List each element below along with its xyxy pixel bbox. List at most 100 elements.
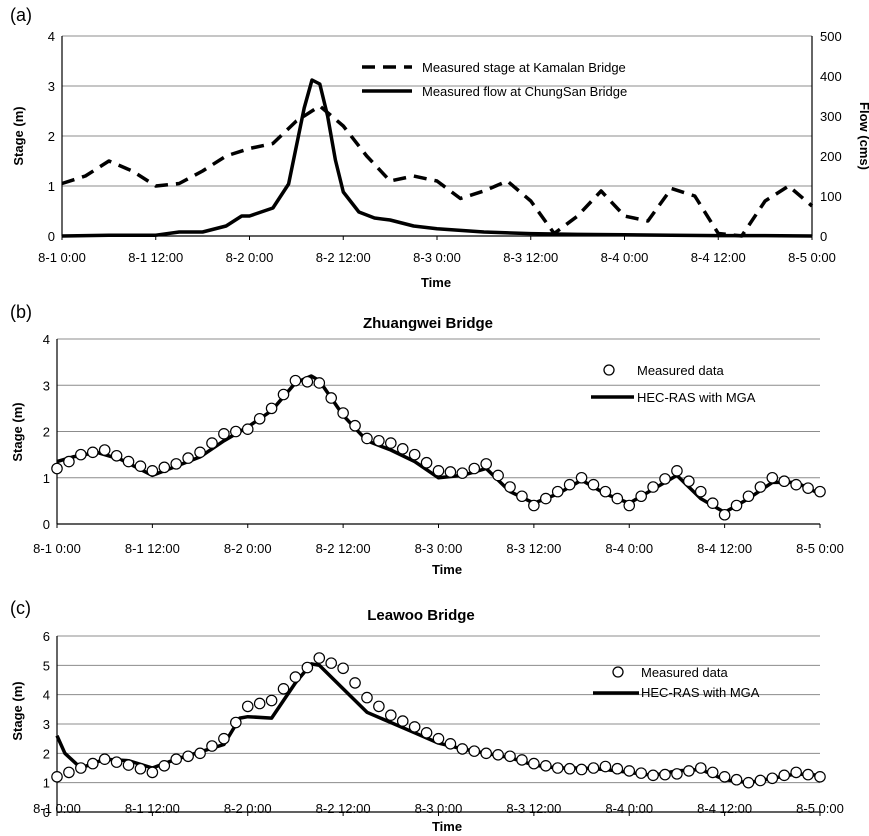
legend-label-measured: Measured data bbox=[641, 665, 728, 680]
y-tick-label: 1 bbox=[48, 179, 55, 194]
x-tick-label: 8-2 0:00 bbox=[226, 250, 274, 265]
y-tick-label: 2 bbox=[43, 746, 50, 761]
data-point bbox=[539, 492, 552, 505]
legend-label-hecras: HEC-RAS with MGA bbox=[637, 390, 756, 405]
panel-c-axes bbox=[56, 636, 821, 816]
x-tick-label: 8-3 0:00 bbox=[415, 541, 463, 556]
data-point bbox=[206, 740, 218, 752]
series-line bbox=[61, 78, 813, 238]
data-point bbox=[396, 715, 409, 727]
panel-c-series bbox=[51, 652, 826, 789]
data-point bbox=[110, 756, 123, 768]
data-point bbox=[444, 737, 457, 750]
legend-label-flow: Measured flow at ChungSan Bridge bbox=[422, 84, 627, 99]
panel-b-title: Zhuangwei Bridge bbox=[363, 315, 493, 332]
y-tick-label: 0 bbox=[43, 517, 50, 532]
data-point bbox=[51, 462, 63, 475]
data-point bbox=[63, 455, 75, 468]
x-tick-label: 8-4 0:00 bbox=[605, 801, 653, 816]
panel-a-y-axis-title: Stage (m) bbox=[11, 106, 26, 165]
data-point bbox=[194, 446, 206, 459]
x-tick-label: 8-5 0:00 bbox=[796, 541, 844, 556]
data-point bbox=[432, 465, 445, 477]
data-point bbox=[420, 726, 433, 739]
data-point bbox=[122, 455, 135, 468]
legend-swatch-circle bbox=[603, 364, 615, 376]
data-point bbox=[683, 765, 695, 777]
data-point bbox=[718, 508, 731, 521]
x-tick-label: 8-2 0:00 bbox=[224, 541, 272, 556]
x-tick-label: 8-1 12:00 bbox=[125, 801, 180, 816]
y-tick-label: 2 bbox=[48, 129, 55, 144]
data-point bbox=[599, 485, 612, 498]
data-point bbox=[504, 481, 516, 493]
panel-label-b: (b) bbox=[10, 302, 32, 322]
data-point bbox=[802, 768, 814, 781]
data-point bbox=[396, 443, 409, 455]
panel-b-y-axis-title: Stage (m) bbox=[10, 402, 25, 461]
data-point bbox=[599, 760, 612, 773]
data-point bbox=[134, 460, 147, 472]
panel-b-legend: Measured data HEC-RAS with MGA bbox=[591, 363, 756, 405]
x-tick-label: 8-4 12:00 bbox=[697, 541, 752, 556]
x-tick-label: 8-2 12:00 bbox=[316, 250, 371, 265]
legend-label-stage: Measured stage at Kamalan Bridge bbox=[422, 60, 626, 75]
data-point bbox=[754, 774, 767, 787]
data-point bbox=[766, 471, 779, 484]
y-tick-label-right: 500 bbox=[820, 29, 842, 44]
data-point bbox=[790, 766, 802, 779]
data-point bbox=[158, 759, 171, 772]
data-point bbox=[671, 465, 683, 477]
y-tick-label: 6 bbox=[43, 629, 50, 644]
data-point bbox=[432, 732, 445, 745]
panel-c-y-tick-labels: 0 1 2 3 4 5 6 bbox=[43, 629, 50, 820]
panel-a-series bbox=[61, 78, 814, 238]
data-point bbox=[790, 478, 802, 491]
data-point bbox=[659, 473, 671, 485]
data-point bbox=[611, 762, 624, 775]
data-point bbox=[516, 754, 528, 766]
data-point bbox=[492, 748, 504, 761]
data-point bbox=[253, 697, 266, 710]
panel-label-c: (c) bbox=[10, 598, 31, 618]
data-point bbox=[325, 392, 338, 404]
data-point bbox=[635, 490, 647, 503]
data-point bbox=[337, 407, 349, 419]
x-tick-label: 8-4 12:00 bbox=[691, 250, 746, 265]
y-tick-label: 0 bbox=[43, 805, 50, 820]
panel-b-x-axis-title: Time bbox=[432, 562, 462, 577]
x-tick-label: 8-3 0:00 bbox=[415, 801, 463, 816]
x-tick-label: 8-1 0:00 bbox=[38, 250, 86, 265]
y-tick-label-right: 100 bbox=[820, 189, 842, 204]
data-point bbox=[778, 475, 791, 488]
data-point bbox=[623, 765, 636, 777]
data-point bbox=[778, 769, 791, 782]
data-point bbox=[289, 374, 302, 387]
data-point bbox=[587, 478, 600, 491]
data-point bbox=[337, 662, 349, 675]
data-point bbox=[98, 753, 111, 765]
data-point bbox=[146, 465, 159, 477]
data-point bbox=[516, 490, 528, 503]
panel-a-y-tick-labels-right: 0 100 200 300 400 500 bbox=[820, 29, 842, 244]
data-point bbox=[647, 769, 659, 782]
data-point bbox=[218, 428, 230, 440]
legend-label-measured: Measured data bbox=[637, 363, 724, 378]
data-point bbox=[265, 694, 278, 707]
data-point bbox=[253, 412, 266, 425]
data-point bbox=[456, 467, 469, 479]
data-point bbox=[647, 481, 659, 493]
panel-c-chart: (c) Leawoo Bridge 0 1 2 3 4 5 6 8-1 0:00 8-1 12… bbox=[10, 598, 844, 834]
x-tick-label: 8-2 12:00 bbox=[316, 541, 371, 556]
data-point bbox=[635, 767, 647, 779]
panel-c-legend: Measured data HEC-RAS with MGA bbox=[593, 665, 760, 700]
panel-b-chart: (b) Zhuangwei Bridge 0 1 2 3 4 8-1 0:00 8-1 1… bbox=[10, 302, 844, 577]
x-tick-label: 8-5 0:00 bbox=[788, 250, 836, 265]
y-tick-label: 4 bbox=[48, 29, 55, 44]
data-point bbox=[563, 762, 576, 775]
data-point bbox=[694, 485, 707, 498]
panel-c-grid bbox=[57, 635, 820, 784]
data-point bbox=[110, 449, 123, 462]
data-point bbox=[51, 770, 63, 783]
